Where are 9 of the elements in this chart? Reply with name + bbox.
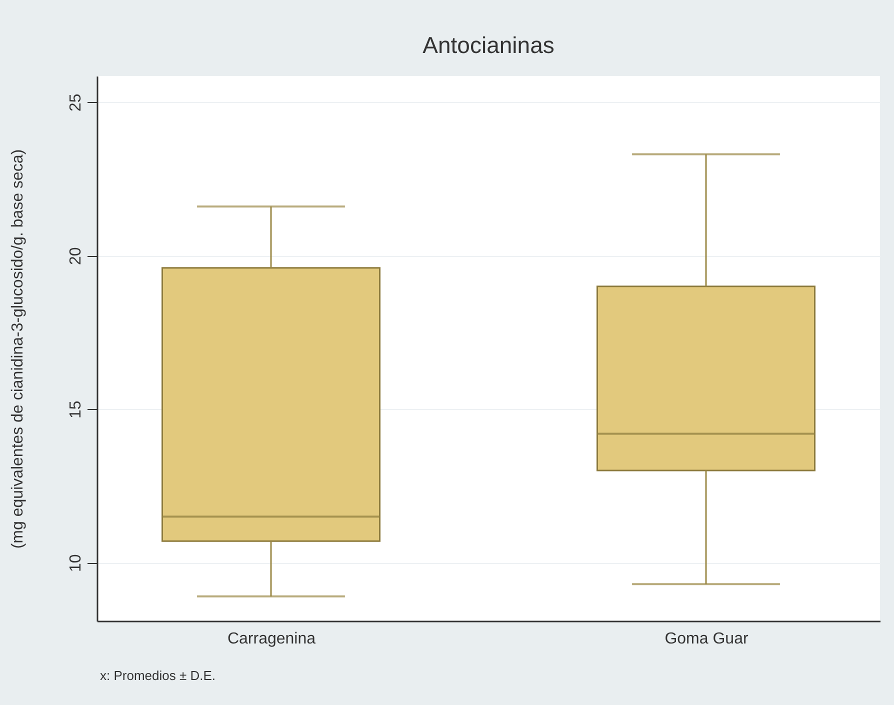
y-tick-label: 10 xyxy=(68,554,84,572)
x-tick-label: Carragenina xyxy=(227,630,316,648)
x-tick-label: Goma Guar xyxy=(664,630,749,648)
y-tick-label: 25 xyxy=(68,94,84,112)
y-tick-label: 20 xyxy=(68,247,84,266)
chart-title: Antocianinas xyxy=(422,32,554,58)
y-axis-title: (mg equivalentes de cianidina-3-glucosido/g. base seca) xyxy=(10,149,26,549)
text: x: Promedios ± D.E. xyxy=(100,668,216,683)
y-tick-label: 15 xyxy=(68,400,84,419)
